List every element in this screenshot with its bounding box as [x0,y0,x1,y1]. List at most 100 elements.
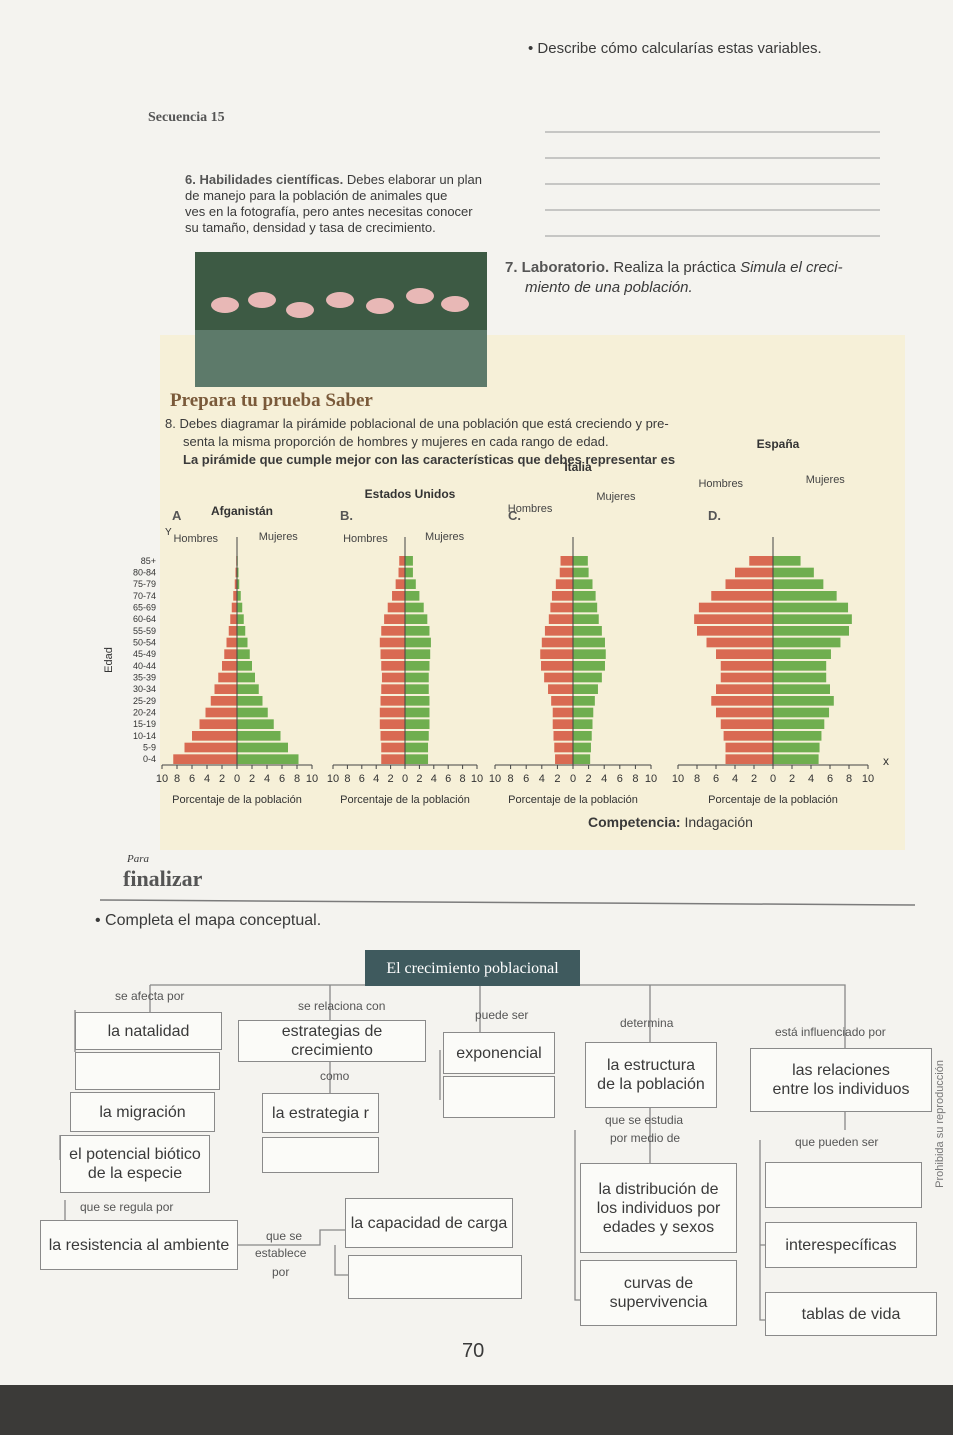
map-connectors [59,984,846,1321]
node: la estructura de la población [585,1042,717,1108]
x-tick-label: 2 [751,773,757,785]
node: estrategias de crecimiento [238,1020,426,1062]
bar [541,661,573,671]
bar [405,556,413,566]
value: Indagación [684,814,753,830]
bar [573,602,598,613]
bar [773,591,837,601]
link-label: por medio de [610,1131,681,1145]
x-axis-label: Porcentaje de la población [708,794,838,806]
x-tick-label: 8 [632,773,638,785]
legend-label: Mujeres [425,531,465,543]
sequence: Secuencia 15 [148,110,225,125]
bar [405,579,416,589]
line: Debes elaborar un plan [346,172,483,187]
link-label: determina [620,1016,674,1030]
bar [551,696,573,706]
bar [384,614,405,624]
bar [405,602,424,613]
x-tick-label: 8 [294,773,300,785]
bar [387,602,405,613]
x-tick-label: 10 [645,773,657,785]
y-tick-label: 30-34 [133,684,156,694]
bar [552,719,573,729]
bar [224,649,237,659]
y-tick-label: 40-44 [133,661,156,671]
x-tick-label: 0 [770,773,776,785]
y-tick-label: 65-69 [133,603,156,613]
bar [773,742,820,753]
bar [697,626,773,636]
x-tick-label: 6 [189,773,195,785]
bar [405,661,430,671]
label: Competencia: [588,814,681,830]
bar [405,754,429,764]
bar [222,661,237,671]
x-tick-label: 10 [489,773,501,785]
bar [573,649,606,659]
bar [573,731,592,741]
x-tick-label: 6 [617,773,623,785]
bar [226,637,237,648]
label: 7. Laboratorio. [505,259,610,276]
y-tick-label: 35-39 [133,673,156,683]
answer-lines [545,131,880,237]
x-tick-label: 0 [234,773,240,785]
legend-label: Hombres [343,533,388,545]
line: entre los individuos [772,1081,910,1098]
x-axis-label: Porcentaje de la población [340,794,470,806]
bar [773,556,801,566]
x-tick-label: 2 [249,773,255,785]
bar [237,754,299,764]
bar [573,661,605,671]
finalizar: finalizar [123,866,203,891]
bar [773,754,819,764]
node: la resistencia al ambiente [40,1220,238,1270]
bar [773,684,830,694]
x-tick-label: 8 [846,773,852,785]
y-tick-label: 75-79 [133,579,156,589]
bar [237,696,263,706]
y-tick-label: 85+ [141,556,156,566]
pyramid-title: España [757,437,800,451]
bar [773,637,841,648]
competence: Competencia: Indagación [588,814,753,830]
x-tick-label: 10 [862,773,874,785]
bar [694,614,773,624]
bar [228,626,237,636]
bar [237,672,255,683]
bar [773,696,834,706]
x-tick-label: 8 [174,773,180,785]
x-tick-label: 10 [306,773,318,785]
y-tick-label: 25-29 [133,696,156,706]
legend-label: Hombres [173,533,218,545]
bar [716,684,773,694]
node: el potencial biótico de la especie [60,1135,210,1193]
x-tick-label: 6 [445,773,451,785]
bar [555,754,573,764]
label: 6. Habilidades científicas. [185,172,344,187]
x-tick-label: 4 [431,773,437,785]
bar [548,614,573,624]
saber-question: 8. Debes diagramar la pirámide poblacion… [165,415,675,469]
bar [550,602,573,613]
y-tick-label: 0-4 [143,754,156,764]
node: la natalidad [75,1012,222,1050]
bar [573,637,605,648]
instruction-text: Completa el mapa conceptual. [105,912,322,929]
bar [233,591,237,601]
bar [405,707,430,718]
bar [405,696,430,706]
x-axis-label: Porcentaje de la población [508,794,638,806]
y-tick-label: 60-64 [133,614,156,624]
link-label: puede ser [475,1008,529,1022]
bar [698,602,773,613]
legend-label: Hombres [698,478,743,490]
x-tick-label: 0 [570,773,576,785]
empty-node [348,1255,522,1299]
y-tick-label: 10-14 [133,731,156,741]
bar [548,684,573,694]
bar [205,707,237,718]
bar [773,672,827,683]
